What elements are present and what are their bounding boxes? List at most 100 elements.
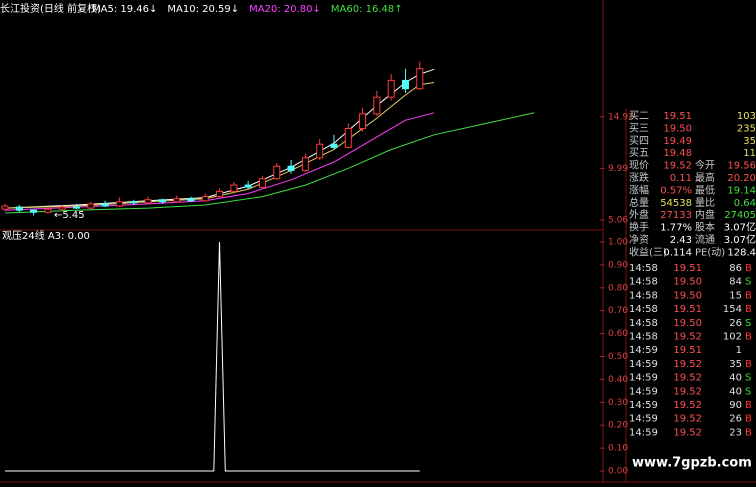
y-tick-label: 0.60	[608, 329, 628, 339]
candle-body	[258, 178, 266, 188]
ma-label: MA10: 20.59↓	[167, 4, 239, 15]
quote-value: 27405	[724, 210, 756, 221]
trade-time: 14:58	[629, 263, 658, 274]
quote-value: 128.4	[727, 247, 756, 258]
y-tick-label: 14.92	[608, 112, 634, 122]
quote-label: 净资	[629, 233, 649, 246]
trade-flag: B	[745, 290, 752, 301]
trade-time: 14:58	[629, 290, 658, 301]
trade-price: 19.52	[673, 414, 702, 425]
trade-time: 14:58	[629, 277, 658, 288]
quote-volume: 11	[743, 148, 756, 159]
trade-flag: B	[745, 359, 752, 370]
trade-time: 14:59	[629, 359, 658, 370]
quote-label: 最高	[695, 171, 715, 184]
quote-label: 买五	[629, 147, 649, 159]
quote-label: 量比	[695, 197, 715, 209]
trade-price: 19.51	[673, 263, 702, 274]
quote-value: 2.43	[670, 235, 692, 246]
quote-label: 最低	[695, 183, 715, 196]
trade-volume: 90	[729, 400, 742, 411]
trade-time: 14:59	[629, 427, 658, 438]
ma-label: MA60: 16.48↑	[331, 4, 403, 15]
candle-body	[58, 206, 66, 210]
candle-body	[115, 201, 123, 207]
trade-volume: 26	[729, 414, 742, 425]
quote-label: 股本	[695, 221, 715, 234]
quote-value: 3.07亿	[724, 221, 756, 234]
trade-flag: B	[745, 427, 752, 438]
trade-flag: B	[745, 332, 752, 343]
candle-body	[15, 206, 23, 211]
trade-flag: S	[745, 373, 751, 384]
quote-volume: 235	[737, 123, 756, 134]
trade-flag: S	[745, 318, 751, 329]
trade-time: 14:59	[629, 400, 658, 411]
quote-label: 收益(三)	[629, 245, 667, 258]
ma-label: MA5: 19.46↓	[92, 4, 157, 15]
quote-label: 换手	[629, 221, 649, 234]
quote-value: 54538	[660, 198, 692, 209]
trade-price: 19.50	[673, 290, 702, 301]
ma-line	[4, 112, 435, 211]
candle-body	[87, 203, 95, 209]
trade-volume: 154	[723, 304, 742, 315]
trade-price: 19.52	[673, 359, 702, 370]
trade-price: 19.51	[673, 304, 702, 315]
trade-price: 19.50	[673, 277, 702, 288]
trade-flag: B	[745, 400, 752, 411]
quote-label: 内盘	[695, 208, 715, 221]
quote-label: 流通	[695, 233, 715, 246]
trade-price: 19.51	[673, 345, 702, 356]
y-tick-label: 0.40	[608, 375, 628, 385]
y-tick-label: 1.00	[608, 238, 628, 248]
quote-value: 0.64	[734, 198, 756, 209]
candle-body	[101, 203, 109, 207]
quote-label: 买二	[629, 110, 649, 122]
quote-value: 19.52	[663, 161, 692, 172]
candle-body	[273, 165, 281, 180]
candle-body	[373, 96, 381, 115]
candle-body	[173, 198, 181, 203]
trade-volume: 40	[729, 386, 742, 397]
y-tick-label: 5.06	[608, 216, 628, 226]
trade-volume: 40	[729, 373, 742, 384]
quote-value: 19.14	[727, 185, 756, 196]
candle-body	[230, 184, 238, 192]
trade-volume: 23	[729, 427, 742, 438]
candle-body	[187, 198, 195, 202]
quote-label: PE(动)	[695, 246, 725, 258]
quote-label: 涨跌	[629, 171, 649, 184]
candle-body	[359, 113, 367, 130]
quote-value: 0.114	[663, 247, 692, 258]
trade-price: 19.50	[673, 318, 702, 329]
trade-time: 14:58	[629, 318, 658, 329]
ma-line	[4, 112, 535, 214]
indicator-title: 观压24线 A3: 0.00	[2, 229, 90, 242]
trade-flag: B	[745, 414, 752, 425]
trade-price: 19.52	[673, 427, 702, 438]
indicator-line	[5, 241, 420, 472]
chart-title: 长江投资(日线 前复权)	[0, 2, 101, 15]
candle-body	[73, 206, 81, 209]
trade-price: 19.52	[673, 386, 702, 397]
trade-flag: S	[745, 386, 751, 397]
y-tick-label: 0.70	[608, 306, 628, 316]
candle-body	[130, 201, 138, 204]
candle-body	[387, 79, 395, 98]
quote-volume: 35	[743, 136, 756, 147]
ma-label: MA20: 20.80↓	[249, 4, 321, 15]
y-tick-label: 0.00	[608, 467, 628, 477]
trade-volume: 15	[729, 290, 742, 301]
candle-body	[144, 199, 152, 204]
candle-body	[44, 208, 52, 213]
trade-volume: 26	[729, 318, 742, 329]
quote-label: 涨幅	[629, 183, 649, 196]
trade-volume: 1	[736, 345, 742, 356]
annotation: ←5.45	[54, 210, 85, 221]
candle-body	[216, 190, 224, 198]
quote-label: 今开	[695, 159, 715, 172]
watermark: www.7gpzb.com	[632, 456, 752, 471]
